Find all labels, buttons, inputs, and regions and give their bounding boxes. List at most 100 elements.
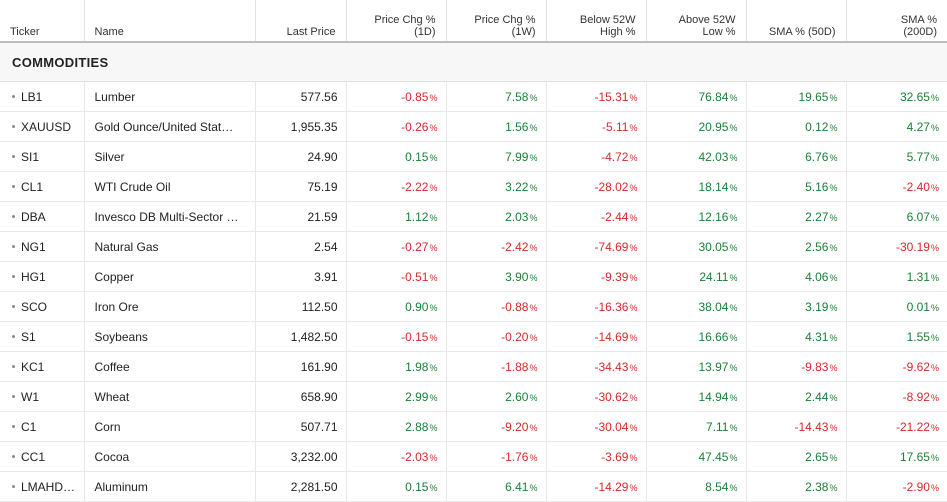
ticker-cell[interactable]: LMAHDS0 <box>0 471 85 502</box>
percent-sign: % <box>529 242 538 253</box>
value: -30.04 <box>594 419 629 434</box>
ticker-cell[interactable]: SCO <box>0 291 85 322</box>
group-header-commodities: COMMODITIES <box>0 42 947 82</box>
table-row[interactable]: SI1 Silver 24.90 0.15% 7.99% -4.72% 42.03% 6.76… <box>0 141 947 172</box>
percent-sign: % <box>829 302 838 313</box>
col-header-sma-50d[interactable]: SMA % (50D) <box>746 0 847 43</box>
header-row: Ticker Name Last Price Price Chg % (1D) P… <box>0 0 947 43</box>
ticker-cell[interactable]: SI1 <box>0 141 85 172</box>
percent-sign: % <box>629 182 638 193</box>
chg-1d-cell: -2.03% <box>346 441 447 472</box>
value: -0.51 <box>401 269 429 284</box>
sma-200d-cell: 32.65% <box>846 81 947 112</box>
col-header-above-52w-low[interactable]: Above 52W Low % <box>646 0 747 43</box>
table-row[interactable]: SCO Iron Ore 112.50 0.90% -0.88% -16.36% 38.04… <box>0 291 947 322</box>
ticker-cell[interactable]: DBA <box>0 201 85 232</box>
percent-sign: % <box>729 242 738 253</box>
last-price-cell: 75.19 <box>255 171 347 202</box>
table-row[interactable]: DBA Invesco DB Multi-Sector … 21.59 1.12% 2.… <box>0 201 947 232</box>
percent-sign: % <box>930 242 939 253</box>
col-header-text: Above 52W <box>678 14 736 26</box>
percent-sign: % <box>829 362 838 373</box>
bullet-icon <box>12 214 15 218</box>
last-price-cell: 21.59 <box>255 201 347 232</box>
ticker-symbol: NG1 <box>21 239 46 254</box>
chg-1w-cell: 3.22% <box>446 171 547 202</box>
col-header-chg-1d[interactable]: Price Chg % (1D) <box>346 0 447 43</box>
ticker-cell[interactable]: HG1 <box>0 261 85 292</box>
percent-sign: % <box>529 272 538 283</box>
ticker-cell[interactable]: W1 <box>0 381 85 412</box>
table-row[interactable]: CL1 WTI Crude Oil 75.19 -2.22% 3.22% -28.02% 1… <box>0 171 947 202</box>
value: -9.39 <box>601 269 629 284</box>
value: 5.16 <box>805 179 829 194</box>
ticker-cell[interactable]: CC1 <box>0 441 85 472</box>
ticker-cell[interactable]: XAUUSD <box>0 111 85 142</box>
percent-sign: % <box>729 272 738 283</box>
table-row[interactable]: CC1 Cocoa 3,232.00 -2.03% -1.76% -3.69% 47.45%… <box>0 441 947 472</box>
ticker-cell[interactable]: CL1 <box>0 171 85 202</box>
chg-1d-cell: 2.99% <box>346 381 447 412</box>
name-cell: Natural Gas <box>84 231 256 262</box>
percent-sign: % <box>429 182 438 193</box>
col-header-text: Ticker <box>10 26 40 38</box>
table-row[interactable]: KC1 Coffee 161.90 1.98% -1.88% -34.43% 13.97% -… <box>0 351 947 382</box>
sma-200d-cell: 17.65% <box>846 441 947 472</box>
percent-sign: % <box>729 422 738 433</box>
table-row[interactable]: LMAHDS0 Aluminum 2,281.50 0.15% 6.41% -14.29%… <box>0 471 947 502</box>
col-header-ticker[interactable]: Ticker <box>0 0 85 43</box>
above-52w-low-cell: 20.95% <box>646 111 747 142</box>
col-header-last-price[interactable]: Last Price <box>255 0 347 43</box>
bullet-icon <box>12 454 15 458</box>
bullet-icon <box>12 424 15 428</box>
value: -5.11 <box>602 119 629 134</box>
value: -2.42 <box>501 239 529 254</box>
col-header-sma-200d[interactable]: SMA % (200D) <box>846 0 947 43</box>
name-cell: Silver <box>84 141 256 172</box>
value: -2.90 <box>902 479 930 494</box>
percent-sign: % <box>930 362 939 373</box>
ticker-cell[interactable]: C1 <box>0 411 85 442</box>
percent-sign: % <box>429 212 438 223</box>
percent-sign: % <box>829 212 838 223</box>
table-row[interactable]: S1 Soybeans 1,482.50 -0.15% -0.20% -14.69% 16.… <box>0 321 947 352</box>
col-header-name[interactable]: Name <box>84 0 256 43</box>
ticker-cell[interactable]: KC1 <box>0 351 85 382</box>
table-row[interactable]: NG1 Natural Gas 2.54 -0.27% -2.42% -74.69% 30.… <box>0 231 947 262</box>
table-row[interactable]: C1 Corn 507.71 2.88% -9.20% -30.04% 7.11% -14.4… <box>0 411 947 442</box>
ticker-cell[interactable]: LB1 <box>0 81 85 112</box>
ticker-cell[interactable]: NG1 <box>0 231 85 262</box>
percent-sign: % <box>629 272 638 283</box>
table-row[interactable]: XAUUSD Gold Ounce/United Stat… 1,955.35 -0.… <box>0 111 947 142</box>
table-row[interactable]: LB1 Lumber 577.56 -0.85% 7.58% -15.31% 76.84% 1… <box>0 81 947 112</box>
percent-sign: % <box>729 302 738 313</box>
ticker-symbol: XAUUSD <box>21 119 72 134</box>
ticker-cell[interactable]: S1 <box>0 321 85 352</box>
percent-sign: % <box>429 422 438 433</box>
bullet-icon <box>12 394 15 398</box>
ticker-symbol: LB1 <box>21 89 43 104</box>
value: 1.31 <box>906 269 930 284</box>
value: 4.06 <box>805 269 829 284</box>
name-cell: Cocoa <box>84 441 256 472</box>
percent-sign: % <box>829 122 838 133</box>
table-row[interactable]: HG1 Copper 3.91 -0.51% 3.90% -9.39% 24.11% 4.06… <box>0 261 947 292</box>
col-header-below-52w-high[interactable]: Below 52W High % <box>546 0 647 43</box>
sma-200d-cell: 1.55% <box>846 321 947 352</box>
value: 7.11 <box>706 419 729 434</box>
percent-sign: % <box>729 482 738 493</box>
col-header-chg-1w[interactable]: Price Chg % (1W) <box>446 0 547 43</box>
value: 47.45 <box>698 449 729 464</box>
percent-sign: % <box>829 272 838 283</box>
sma-200d-cell: 4.27% <box>846 111 947 142</box>
value: -0.15 <box>401 329 429 344</box>
chg-1w-cell: 6.41% <box>446 471 547 502</box>
percent-sign: % <box>529 122 538 133</box>
last-price-cell: 507.71 <box>255 411 347 442</box>
value: 16.66 <box>698 329 729 344</box>
value: -0.27 <box>401 239 429 254</box>
value: -1.76 <box>501 449 529 464</box>
percent-sign: % <box>729 392 738 403</box>
percent-sign: % <box>629 92 638 103</box>
table-row[interactable]: W1 Wheat 658.90 2.99% 2.60% -30.62% 14.94% 2.44… <box>0 381 947 412</box>
